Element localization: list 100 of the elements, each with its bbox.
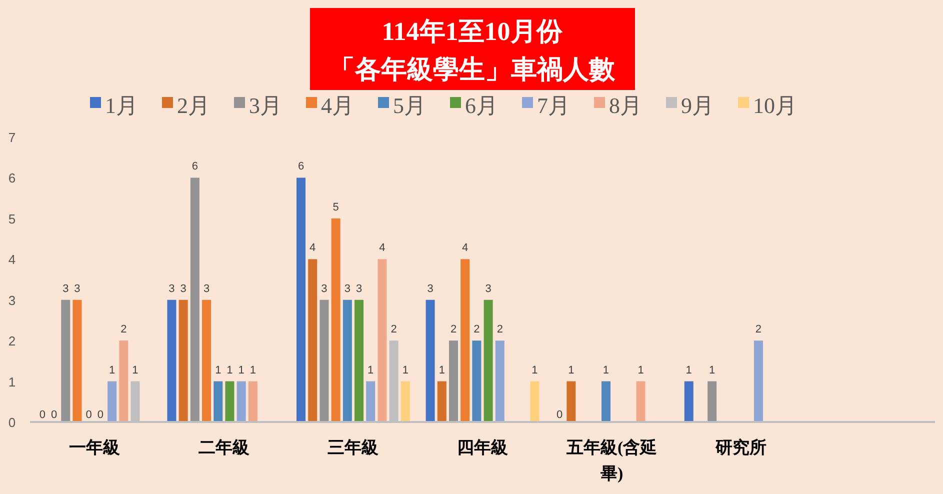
bar xyxy=(708,381,717,422)
y-tick-label: 6 xyxy=(8,170,16,186)
data-label: 2 xyxy=(755,324,762,336)
bar xyxy=(296,178,306,422)
data-label: 3 xyxy=(203,282,210,295)
bar xyxy=(61,300,70,422)
y-tick-label: 7 xyxy=(8,130,16,145)
data-label: 3 xyxy=(180,282,186,295)
data-label: 1 xyxy=(238,364,244,376)
y-tick-label: 1 xyxy=(8,374,16,390)
data-label: 3 xyxy=(356,282,362,295)
bar xyxy=(225,381,234,422)
bar xyxy=(437,381,446,422)
data-label: 4 xyxy=(462,242,468,254)
bar xyxy=(601,381,610,422)
legend-label: 9月 xyxy=(681,93,714,118)
x-tick-label: 二年級 xyxy=(198,438,250,457)
bar xyxy=(167,300,176,422)
bar xyxy=(495,340,504,422)
x-tick-label: 五年級(含延畢) xyxy=(565,438,658,483)
title: 114年1至10月份 「各年級學生」車禍人數 xyxy=(310,8,635,90)
y-tick-label: 0 xyxy=(8,415,16,430)
data-label: 3 xyxy=(344,282,350,295)
bar xyxy=(320,300,329,422)
bar xyxy=(378,259,387,422)
bar xyxy=(119,340,128,422)
bar xyxy=(236,381,246,422)
legend-label: 6月 xyxy=(465,93,498,118)
data-label: 1 xyxy=(226,364,233,376)
legend-label: 10月 xyxy=(753,93,797,118)
bar xyxy=(214,381,223,422)
data-label: 4 xyxy=(379,242,386,254)
bar xyxy=(460,259,470,422)
legend-label: 1月 xyxy=(105,93,138,118)
data-label: 1 xyxy=(402,364,408,376)
x-tick-label: 一年級 xyxy=(69,438,120,457)
data-label: 1 xyxy=(132,364,138,376)
bar xyxy=(449,340,458,422)
data-label: 2 xyxy=(390,324,397,336)
data-label: 2 xyxy=(474,324,480,336)
data-label: 1 xyxy=(686,364,692,376)
legend-label: 4月 xyxy=(321,93,354,118)
y-tick-label: 4 xyxy=(8,252,16,268)
bar xyxy=(331,218,340,422)
data-label: 3 xyxy=(427,282,434,295)
data-label: 5 xyxy=(332,201,339,214)
bar xyxy=(202,300,212,422)
bar xyxy=(400,381,410,422)
bar xyxy=(308,259,318,422)
data-label: 3 xyxy=(321,282,328,295)
data-label: 1 xyxy=(250,364,256,376)
bar xyxy=(178,300,188,422)
data-label: 2 xyxy=(450,324,457,336)
bar xyxy=(366,381,376,422)
data-label: 3 xyxy=(74,282,80,295)
bar xyxy=(754,340,763,422)
bar xyxy=(530,381,540,422)
data-label: 1 xyxy=(709,364,716,376)
data-label: 2 xyxy=(496,324,503,336)
data-label: 1 xyxy=(215,364,222,376)
data-label: 6 xyxy=(298,160,304,173)
data-label: 0 xyxy=(50,409,58,421)
y-tick-label: 5 xyxy=(8,211,16,226)
legend-label: 2月 xyxy=(177,93,210,118)
data-label: 2 xyxy=(120,324,127,336)
legend-label: 3月 xyxy=(249,93,282,118)
y-tick-label: 2 xyxy=(8,334,16,349)
data-label: 1 xyxy=(108,364,116,376)
bar xyxy=(248,381,258,422)
data-label: 4 xyxy=(310,242,316,254)
bar xyxy=(566,381,576,422)
x-tick-label: 四年級 xyxy=(457,438,508,457)
bar xyxy=(190,178,200,422)
bar xyxy=(426,300,435,422)
chart-title: 114年1至10月份 xyxy=(382,17,564,46)
data-label: 1 xyxy=(368,364,374,376)
bar xyxy=(484,300,493,422)
bar xyxy=(108,381,117,422)
data-label: 1 xyxy=(532,364,538,376)
legend-label: 5月 xyxy=(393,93,426,118)
bar xyxy=(342,300,352,422)
data-label: 0 xyxy=(86,409,92,421)
data-label: 3 xyxy=(168,282,175,295)
chart-subtitle: 「各年級學生」車禍人數 xyxy=(329,55,616,84)
data-label: 0 xyxy=(97,409,104,421)
data-label: 3 xyxy=(62,282,69,295)
data-label: 1 xyxy=(638,364,644,376)
bar xyxy=(636,381,646,422)
bar xyxy=(354,300,364,422)
legend-label: 8月 xyxy=(609,93,642,118)
data-label: 1 xyxy=(438,364,445,376)
data-label: 6 xyxy=(192,160,198,173)
y-tick-label: 3 xyxy=(8,292,16,308)
data-label: 0 xyxy=(39,409,46,421)
data-label: 1 xyxy=(568,364,574,376)
data-label: 3 xyxy=(485,282,492,295)
x-tick-label: 三年級 xyxy=(328,438,379,457)
bar xyxy=(72,300,82,422)
data-label: 0 xyxy=(556,409,563,421)
data-label: 1 xyxy=(602,364,610,376)
